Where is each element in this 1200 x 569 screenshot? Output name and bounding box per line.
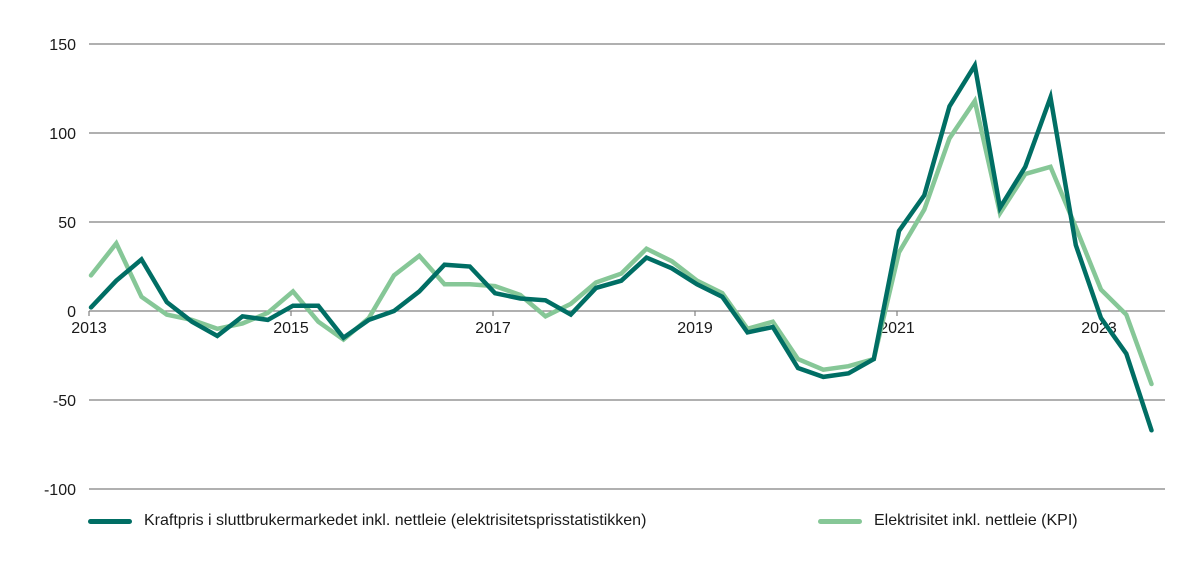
x-tick-label: 2021	[879, 320, 915, 337]
x-tick-label: 2017	[475, 320, 511, 337]
legend-label-kpi: Elektrisitet inkl. nettleie (KPI)	[874, 512, 1078, 529]
legend-item-kraftpris: Kraftpris i sluttbrukermarkedet inkl. ne…	[88, 512, 646, 530]
y-tick-label: -50	[53, 393, 76, 410]
y-tick-label: 0	[67, 304, 76, 321]
y-tick-label: 100	[49, 126, 76, 143]
x-tick-label: 2013	[71, 320, 107, 337]
y-tick-label: 50	[58, 215, 76, 232]
data-series	[88, 59, 1154, 433]
series-line-kraftpris	[88, 59, 1154, 433]
x-tick-label: 2019	[677, 320, 713, 337]
y-tick-label: -100	[44, 482, 76, 499]
legend-swatch-kraftpris	[88, 518, 132, 524]
legend-item-kpi: Elektrisitet inkl. nettleie (KPI)	[818, 512, 1078, 530]
y-axis-tick-labels: 150 100 50 0 -50 -100	[44, 37, 76, 499]
series-line-kpi	[88, 95, 1154, 387]
legend-swatch-kpi	[818, 518, 862, 524]
x-tick-label: 2015	[273, 320, 309, 337]
y-tick-label: 150	[49, 37, 76, 54]
legend-label-kraftpris: Kraftpris i sluttbrukermarkedet inkl. ne…	[144, 512, 647, 529]
legend: Kraftpris i sluttbrukermarkedet inkl. ne…	[0, 512, 1200, 542]
